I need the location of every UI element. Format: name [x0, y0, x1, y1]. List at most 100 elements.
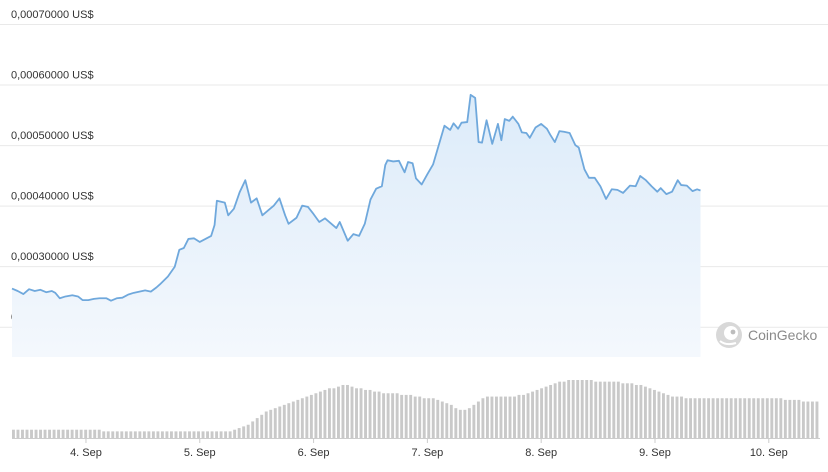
volume-bar [585, 380, 589, 438]
volume-bar [133, 431, 137, 438]
volume-bar [84, 429, 88, 438]
volume-bar [269, 409, 273, 438]
volume-bar [210, 431, 214, 438]
volume-bar [197, 431, 200, 438]
volume-bar [21, 429, 24, 438]
volume-bar [445, 403, 449, 438]
volume-bar [373, 391, 377, 438]
volume-bar [643, 386, 647, 438]
volume-bar [436, 399, 440, 438]
volume-bar [652, 389, 656, 438]
volume-bar [499, 396, 503, 438]
volume-bar [219, 431, 223, 438]
volume-bar [142, 431, 146, 438]
volume-bar [675, 396, 679, 438]
volume-bar [39, 429, 42, 438]
x-tick-label: 6. Sep [298, 447, 330, 459]
volume-bar [34, 429, 38, 438]
volume-bar [720, 398, 724, 438]
volume-bar [346, 384, 349, 438]
volume-bar [517, 394, 521, 438]
volume-bar [151, 431, 155, 438]
volume-bar [558, 381, 562, 438]
watermark-label: CoinGecko [748, 327, 817, 343]
volume-bar [337, 386, 340, 438]
volume-bar [174, 431, 178, 438]
volume-bar [273, 408, 277, 438]
volume-bar [427, 398, 431, 438]
x-tick-label: 9. Sep [639, 447, 671, 459]
volume-bar [404, 394, 408, 438]
volume-bar [115, 431, 119, 438]
y-tick-label: 0,00060000 US$ [11, 70, 94, 82]
volume-bar [562, 381, 566, 438]
x-tick-label: 4. Sep [70, 447, 102, 459]
volume-bar [201, 431, 205, 438]
volume-bar [476, 401, 480, 438]
volume-bar [120, 431, 124, 438]
volume-bar [540, 388, 544, 438]
volume-bar [179, 431, 182, 438]
volume-bar [160, 431, 164, 438]
volume-bar [264, 411, 268, 438]
volume-bar [729, 398, 733, 438]
volume-bar [440, 401, 444, 438]
volume-bar [571, 380, 575, 438]
volume-bar [57, 429, 61, 438]
volume-bar [689, 398, 692, 438]
volume-bar [454, 408, 458, 438]
volume-bar [508, 396, 512, 438]
volume-bar [215, 431, 219, 438]
volume-bar [788, 399, 792, 438]
y-axis: 0,00070000 US$ 0,00060000 US$ 0,00050000 U… [11, 9, 94, 324]
volume-bar [364, 389, 367, 438]
volume-bar [323, 389, 327, 438]
x-tick-label: 8. Sep [525, 447, 557, 459]
volume-bar [467, 408, 471, 438]
volume-bar [707, 398, 711, 438]
volume-bar [526, 393, 530, 438]
volume-bar [752, 398, 756, 438]
volume-bar [79, 429, 83, 438]
volume-bar [747, 398, 751, 438]
volume-bar [743, 398, 747, 438]
volume-bar [680, 396, 683, 438]
volume-bar [693, 398, 697, 438]
volume-bar [300, 398, 304, 438]
x-axis: 4. Sep 5. Sep 6. Sep 7. Sep 8. Sep 9. Sep 10. … [12, 438, 820, 459]
volume-bar [242, 426, 246, 438]
volume-bars [12, 380, 819, 438]
volume-bar [395, 393, 399, 438]
volume-bar [431, 398, 435, 438]
volume-bar [97, 429, 101, 438]
volume-bar [318, 391, 322, 438]
volume-bar [296, 399, 300, 438]
volume-bar [418, 396, 422, 438]
volume-bar [607, 381, 611, 438]
volume-bar [634, 384, 638, 438]
volume-bar [657, 391, 661, 438]
price-area [12, 94, 701, 357]
volume-bar [16, 429, 20, 438]
volume-bar [770, 398, 774, 438]
volume-bar [260, 414, 264, 438]
volume-bar [630, 383, 634, 438]
volume-bar [806, 401, 810, 438]
coingecko-watermark: CoinGecko [716, 322, 817, 348]
gecko-logo-icon [716, 322, 742, 348]
volume-bar [494, 396, 498, 438]
volume-bar [382, 393, 386, 438]
volume-bar [246, 424, 250, 438]
volume-bar [359, 388, 363, 438]
volume-bar [228, 431, 232, 438]
volume-bar [612, 381, 616, 438]
volume-bar [66, 429, 70, 438]
volume-bar [716, 398, 720, 438]
volume-bar [377, 391, 381, 438]
volume-bar [291, 401, 295, 438]
volume-bar [666, 394, 670, 438]
volume-bar [183, 431, 187, 438]
volume-bar [513, 396, 516, 438]
volume-bar [192, 431, 196, 438]
